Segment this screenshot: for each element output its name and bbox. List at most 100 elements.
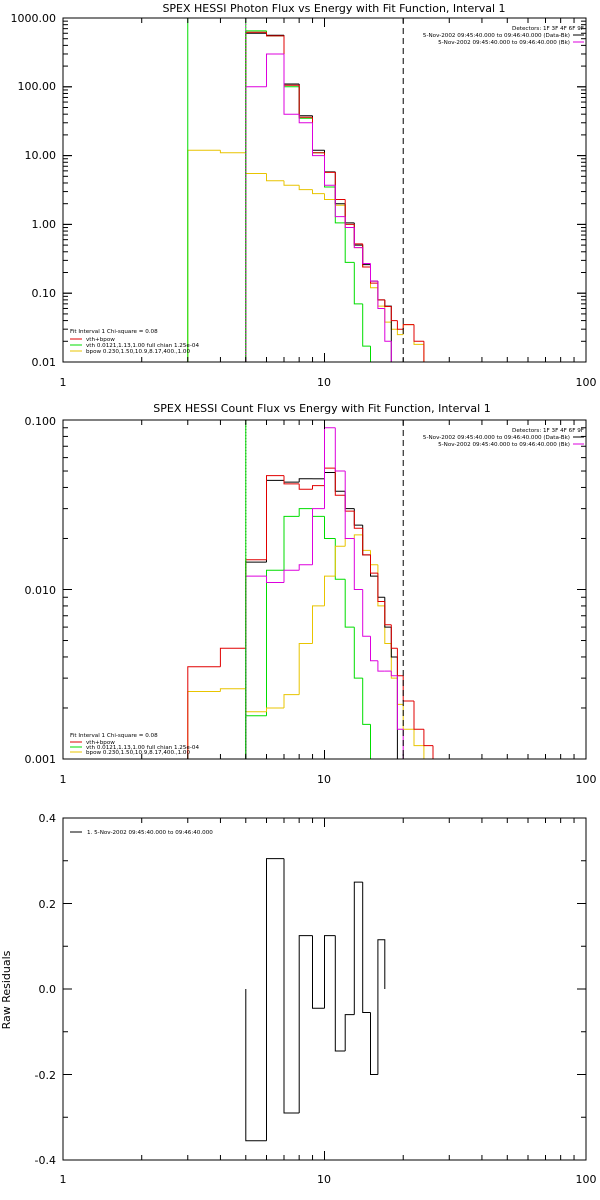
bin-data [377,939,386,1075]
legend-label-bpow: bpow 0.230,1.50,10.9,8.17,400.,1.00 [86,349,190,355]
bin-data [245,989,267,1142]
fit-legend: Fit Interval 1 Chi-square = 0.08 vth+bpo… [70,733,199,756]
bin-total [377,573,385,602]
bin-vth [298,86,313,119]
bin-bpow [370,267,378,289]
bin-bpow [402,704,414,730]
y-tick-label: 0.0 [39,983,57,996]
bin-data [266,479,284,563]
bin-total [312,117,325,154]
bin-total [266,32,284,37]
x-ticks [62,420,587,759]
bin-total [390,624,398,649]
bin-total [283,35,300,86]
bin-bpow [334,545,346,577]
bin-bk [377,660,385,672]
bin-data [370,1012,378,1075]
bin-total [353,224,363,245]
x-tick-label: 100 [576,1173,597,1186]
bin-bpow [370,550,378,566]
bin-bpow [362,534,371,551]
legend-label-bpow: bpow 0.230,1.50,10.9,8.17,400.,1.00 [86,750,190,756]
bin-data [266,33,284,36]
x-tick-label: 10 [317,773,331,786]
bin-bpow [312,605,325,644]
bin-total [283,475,300,485]
bin-total [413,701,424,730]
bin-bpow [219,688,246,692]
bin-bk [324,155,336,186]
bin-bpow [353,227,363,249]
bin-bk [370,263,378,282]
data-interval-label: 5-Nov-2002 09:45:40.000 to 09:46:40.000 … [423,435,570,441]
bin-total [312,485,325,490]
bin-total [334,172,346,200]
bin-total [353,511,363,529]
bin-bpow [245,152,267,174]
bin-vth [324,516,336,539]
bin-total [245,31,267,362]
bin-vth [370,346,378,363]
bin-data [334,472,346,492]
y-tick-label: 0.100 [25,415,57,428]
bin-bpow [377,564,385,607]
bin-bpow [298,185,313,191]
bin-data [245,561,267,759]
bin-vth [283,515,300,571]
bin-total [377,283,385,301]
x-tick-label: 10 [317,376,331,389]
chart-title: SPEX HESSI Count Flux vs Energy with Fit… [153,402,490,415]
bin-bk [377,281,385,309]
bin-total [298,85,313,118]
bin-vth [334,538,346,580]
bin-bpow [298,643,313,695]
bin-data [384,299,392,362]
y-tick-label: 1000.00 [11,12,57,25]
legend-label-vth: vth 0.0121,1.13,1.00 full chian 1.25e-04 [86,745,199,751]
bin-bpow [423,344,433,363]
bin-bpow [245,688,267,713]
bin-bk [245,575,267,759]
legend-label-total: vth+bpow [86,740,115,746]
bin-bpow [377,287,385,307]
y-tick-label: 1.00 [32,218,57,231]
bin-data [353,881,363,1015]
y-tick-label: -0.2 [35,1069,56,1082]
y-tick-label: 0.10 [32,287,57,300]
bin-bk [312,508,325,565]
bin-bpow [334,199,346,206]
bin-bpow [353,534,363,539]
bin-total [384,601,392,626]
bin-bk [390,341,398,363]
bin-bk [344,471,355,539]
y-ticks [63,817,586,1161]
legend-label-vth: vth 0.0121,1.13,1.00 full chian 1.25e-04 [86,343,199,349]
bin-total [266,475,284,560]
bin-vth [312,118,325,154]
energy-range-markers [245,420,404,759]
bin-bpow [423,745,433,760]
bin-total [245,559,267,649]
bin-vth [353,262,363,305]
bin-data [344,1014,355,1051]
x-tick-label: 100 [576,773,597,786]
x-tick-label: 100 [576,376,597,389]
bin-vth [344,579,355,628]
y-tick-label: 0.001 [25,753,57,766]
bin-data [384,597,392,628]
y-axis-label: Raw Residuals [0,950,13,1029]
bin-vth [245,30,267,362]
bin-data [298,935,313,1113]
bin-data [312,115,325,151]
y-tick-label: 100.00 [18,80,57,93]
bin-data [283,480,300,483]
plot-frame [62,17,587,363]
bin-bk [298,114,313,124]
bin-data [266,858,284,1141]
bin-total [396,320,404,330]
bin-data [298,478,313,483]
bin-bk [353,227,363,249]
bin-data [334,935,346,1052]
bin-bpow [283,694,300,708]
